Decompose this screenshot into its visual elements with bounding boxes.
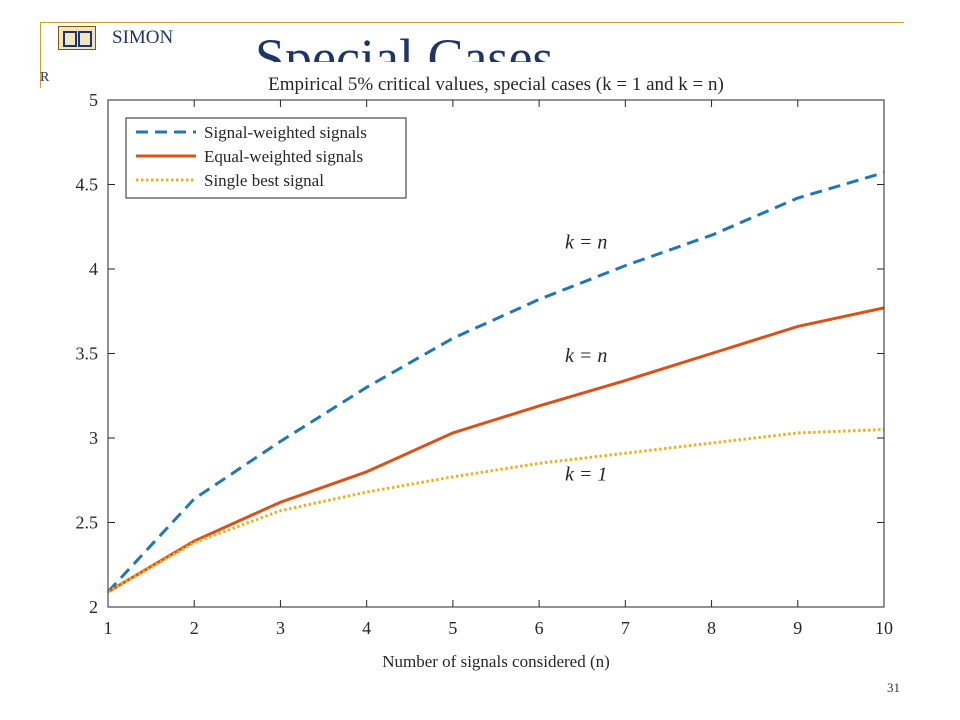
chart-title: Empirical 5% critical values, special ca… <box>268 74 724 95</box>
y-tick-label: 4 <box>89 259 98 279</box>
x-tick-label: 4 <box>362 618 371 638</box>
legend-label: Equal-weighted signals <box>204 147 363 166</box>
seal-icon <box>58 26 96 50</box>
logo-subtext: R <box>40 70 50 85</box>
x-tick-label: 8 <box>707 618 716 638</box>
y-tick-label: 4.5 <box>76 175 99 195</box>
x-tick-label: 9 <box>793 618 802 638</box>
legend-label: Single best signal <box>204 171 324 190</box>
university-logo: SIMON <box>58 24 173 52</box>
y-tick-label: 2.5 <box>76 513 99 533</box>
y-tick-label: 2 <box>89 597 98 617</box>
y-tick-label: 3 <box>89 428 98 448</box>
plot-border <box>107 99 885 608</box>
slide-frame-top <box>40 22 904 23</box>
legend-label: Signal-weighted signals <box>204 123 367 142</box>
slide-title: Special Cases <box>255 28 554 62</box>
legend-box <box>125 117 407 199</box>
page-number: 31 <box>887 680 900 695</box>
x-tick-label: 2 <box>190 618 199 638</box>
x-tick-label: 7 <box>621 618 630 638</box>
x-tick-label: 5 <box>448 618 457 638</box>
x-axis-label: Number of signals considered (n) <box>382 652 610 671</box>
x-tick-label: 6 <box>535 618 544 638</box>
annotation-label: k = 1 <box>565 463 607 485</box>
x-tick-label: 10 <box>875 618 893 638</box>
series-line-1 <box>106 171 885 593</box>
x-tick-label: 3 <box>276 618 285 638</box>
logo-text: SIMON <box>112 27 174 48</box>
annotation-label: k = n <box>565 232 607 254</box>
y-tick-label: 3.5 <box>76 344 99 364</box>
annotation-label: k = n <box>565 345 607 367</box>
y-tick-label: 5 <box>89 90 98 110</box>
series-line-3 <box>107 428 885 594</box>
series-line-2 <box>107 306 885 594</box>
x-tick-label: 1 <box>104 618 113 638</box>
legend: Signal-weighted signals Equal-weighted si… <box>125 117 407 199</box>
slide-frame-left <box>40 22 41 88</box>
